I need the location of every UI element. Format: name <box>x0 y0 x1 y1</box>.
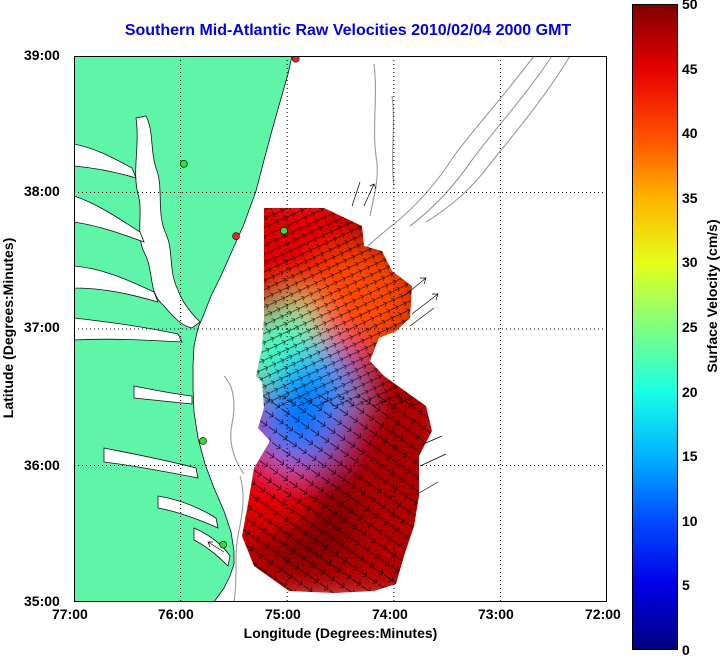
x-tick-label: 75:00 <box>265 606 301 622</box>
y-tick-label: 37:00 <box>24 319 60 335</box>
bay-water <box>74 115 231 567</box>
colorbar-tick-label: 5 <box>682 577 690 594</box>
station-marker <box>199 437 207 445</box>
colorbar-tick-label: 45 <box>682 60 698 77</box>
grid-lines <box>180 56 501 602</box>
colorbar-tick-label: 15 <box>682 448 698 465</box>
colorbar-tick-label: 40 <box>682 125 698 142</box>
map-frame <box>74 56 607 602</box>
colorbar-label: Surface Velocity (cm/s) <box>704 219 720 373</box>
colorbar-tick-label: 20 <box>682 383 698 400</box>
velocity-field <box>242 208 432 593</box>
y-tick-label: 35:00 <box>24 593 60 609</box>
colorbar-tick-label: 35 <box>682 189 698 206</box>
y-tick-label: 38:00 <box>24 183 60 199</box>
station-marker <box>232 232 240 240</box>
y-axis-label: Latitude (Degrees:Minutes) <box>0 237 16 419</box>
map-title: Southern Mid-Atlantic Raw Velocities 201… <box>124 22 572 39</box>
x-tick-label: 77:00 <box>52 606 88 622</box>
colorbar-tick-label: 0 <box>682 642 690 658</box>
colorbar <box>632 4 678 650</box>
colorbar-tick-label: 30 <box>682 254 698 271</box>
station-marker <box>291 56 300 63</box>
colorbar-tick-label: 10 <box>682 512 698 529</box>
station-marker <box>219 540 228 549</box>
station-marker <box>280 226 288 235</box>
x-tick-label: 73:00 <box>478 606 514 622</box>
station-marker <box>179 160 188 168</box>
bathymetry-contours <box>223 56 571 602</box>
y-tick-label: 39:00 <box>24 47 60 63</box>
x-tick-label: 76:00 <box>158 606 194 622</box>
y-tick-label: 36:00 <box>24 457 60 473</box>
x-tick-label: 74:00 <box>372 606 408 622</box>
colorbar-tick-label: 50 <box>682 0 698 12</box>
x-axis-label: Longitude (Degrees:Minutes) <box>243 625 438 641</box>
colorbar-tick-label: 25 <box>682 319 698 335</box>
velocity-map <box>74 56 607 602</box>
velocity-arrows-overflow <box>207 181 447 553</box>
x-tick-label: 72:00 <box>585 606 621 622</box>
